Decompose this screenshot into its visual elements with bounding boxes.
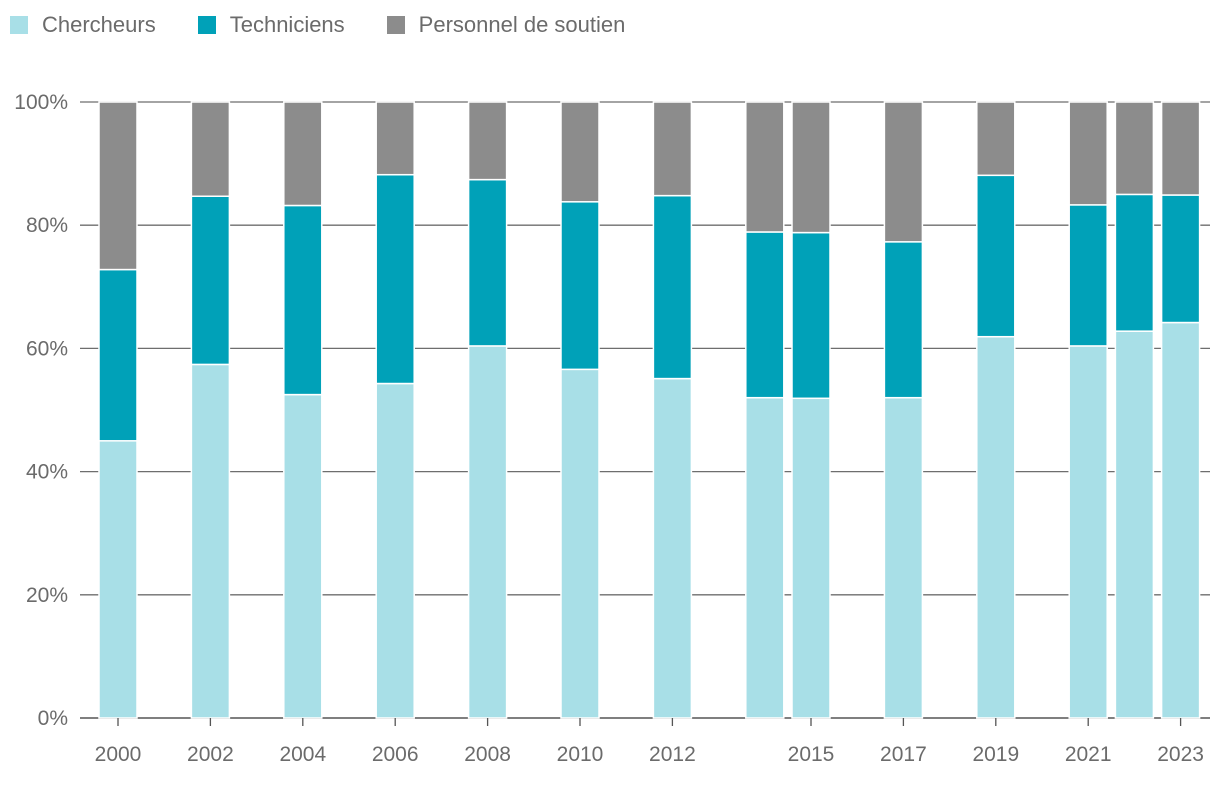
bar-2022-personnel-de-soutien	[1114, 101, 1155, 196]
legend: Chercheurs Techniciens Personnel de sout…	[10, 12, 625, 38]
bar-2000-chercheurs	[98, 440, 138, 719]
x-tick-label-2006: 2006	[372, 743, 419, 766]
bar-2010-techniciens	[560, 201, 600, 371]
bar-2004-chercheurs	[283, 393, 323, 719]
bar-2014-chercheurs	[745, 396, 785, 719]
bar-2002-chercheurs	[190, 363, 231, 719]
bar-2015-chercheurs	[791, 397, 831, 719]
legend-label-techniciens: Techniciens	[229, 12, 345, 37]
y-tick-label-60: 60%	[26, 337, 68, 360]
y-tick-label-80: 80%	[26, 214, 68, 237]
x-tick-label-2023: 2023	[1157, 743, 1204, 766]
bar-2000-personnel-de-soutien	[98, 101, 138, 271]
bar-2021-techniciens	[1068, 204, 1108, 347]
legend-item-personnel-de-soutien: Personnel de soutien	[386, 12, 626, 38]
bar-2006-chercheurs	[375, 382, 415, 719]
bar-2006-personnel-de-soutien	[375, 101, 415, 176]
bar-2002-personnel-de-soutien	[190, 101, 231, 197]
legend-swatch-personnel-de-soutien	[386, 16, 405, 34]
bar-2006-techniciens	[375, 173, 415, 385]
bar-2002-techniciens	[190, 195, 231, 366]
bar-2015-techniciens	[791, 231, 831, 400]
bar-2019-chercheurs	[976, 335, 1016, 719]
x-tick-label-2015: 2015	[788, 743, 835, 766]
bar-2022-techniciens	[1114, 193, 1155, 332]
y-tick-label-0: 0%	[38, 707, 68, 730]
bar-2017-techniciens	[883, 241, 924, 399]
x-tick-label-2010: 2010	[557, 743, 604, 766]
legend-label-personnel-de-soutien: Personnel de soutien	[418, 12, 626, 37]
y-tick-label-40: 40%	[26, 461, 68, 484]
bar-2004-personnel-de-soutien	[283, 101, 323, 207]
x-tick-label-2000: 2000	[95, 743, 142, 766]
bar-2010-chercheurs	[560, 368, 600, 719]
bar-2012-chercheurs	[652, 377, 693, 719]
x-tick-label-2019: 2019	[972, 743, 1019, 766]
bar-2014-personnel-de-soutien	[745, 101, 785, 233]
x-tick-label-2021: 2021	[1065, 743, 1112, 766]
legend-swatch-techniciens	[197, 16, 216, 34]
bar-2012-techniciens	[652, 194, 693, 380]
bar-2023-personnel-de-soutien	[1160, 101, 1201, 196]
bar-2021-personnel-de-soutien	[1068, 101, 1108, 206]
legend-label-chercheurs: Chercheurs	[42, 12, 156, 37]
bar-2019-techniciens	[976, 174, 1016, 338]
bar-2017-chercheurs	[883, 396, 924, 719]
legend-item-chercheurs: Chercheurs	[10, 12, 156, 38]
x-tick-label-2002: 2002	[187, 743, 234, 766]
bar-2008-personnel-de-soutien	[467, 101, 508, 181]
bar-2023-techniciens	[1160, 194, 1201, 324]
bar-2004-techniciens	[283, 204, 323, 396]
bar-2008-chercheurs	[467, 345, 508, 719]
bar-2022-chercheurs	[1114, 330, 1155, 719]
x-tick-label-2008: 2008	[464, 743, 511, 766]
bar-2008-techniciens	[467, 178, 508, 347]
bar-2023-chercheurs	[1160, 321, 1201, 719]
y-tick-label-100: 100%	[14, 91, 68, 114]
x-tick-label-2012: 2012	[649, 743, 696, 766]
bar-2010-personnel-de-soutien	[560, 101, 600, 203]
bar-2012-personnel-de-soutien	[652, 101, 693, 197]
bar-2014-techniciens	[745, 231, 785, 399]
legend-item-techniciens: Techniciens	[197, 12, 345, 38]
x-tick-label-2017: 2017	[880, 743, 927, 766]
bar-2017-personnel-de-soutien	[883, 101, 924, 243]
y-tick-label-20: 20%	[26, 584, 68, 607]
bar-2015-personnel-de-soutien	[791, 101, 831, 234]
bar-2019-personnel-de-soutien	[976, 101, 1016, 177]
legend-swatch-chercheurs	[10, 16, 28, 34]
bar-2021-chercheurs	[1068, 345, 1108, 719]
bar-2000-techniciens	[98, 268, 138, 442]
x-tick-label-2004: 2004	[279, 743, 326, 766]
